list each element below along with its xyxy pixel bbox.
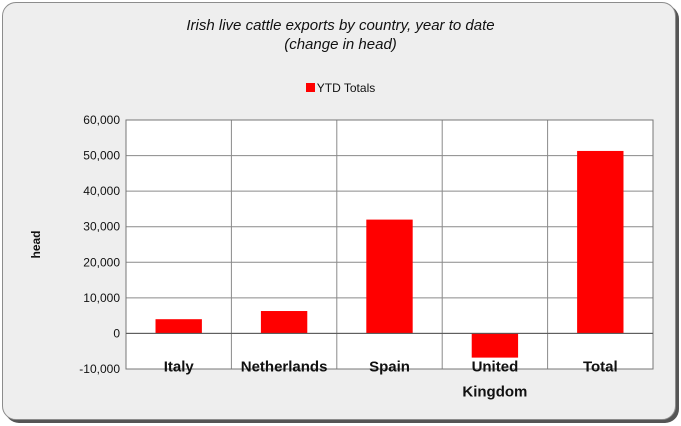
- legend-swatch: [305, 83, 315, 93]
- chart-subtitle: (change in head): [284, 36, 397, 53]
- bar: [366, 219, 413, 334]
- x-tick-label: Netherlands: [241, 358, 328, 375]
- plot-border: [125, 119, 654, 370]
- bar: [471, 333, 519, 358]
- y-tick-label: 50,000: [83, 149, 120, 163]
- legend: YTD Totals: [0, 80, 681, 95]
- x-tick-label: Spain: [369, 358, 410, 375]
- bar: [577, 150, 624, 334]
- bar: [155, 319, 202, 334]
- y-tick-label: 10,000: [83, 291, 120, 305]
- x-tick-label: United Kingdom: [462, 358, 527, 400]
- x-tick-label: Italy: [164, 358, 195, 375]
- legend-label: YTD Totals: [316, 80, 376, 95]
- y-tick-label: 0: [113, 326, 120, 340]
- bar: [260, 311, 308, 334]
- y-tick-label: 20,000: [83, 255, 120, 269]
- x-tick-label: Total: [583, 358, 618, 375]
- y-tick-label: 60,000: [83, 113, 120, 127]
- chart-title-main: Irish live cattle exports by country, ye…: [186, 17, 495, 34]
- chart-title: Irish live cattle exports by country, ye…: [0, 16, 681, 54]
- y-tick-label: -10,000: [79, 362, 120, 376]
- y-tick-label: 40,000: [83, 184, 120, 198]
- y-axis-title: head: [29, 230, 43, 258]
- y-tick-label: 30,000: [83, 220, 120, 234]
